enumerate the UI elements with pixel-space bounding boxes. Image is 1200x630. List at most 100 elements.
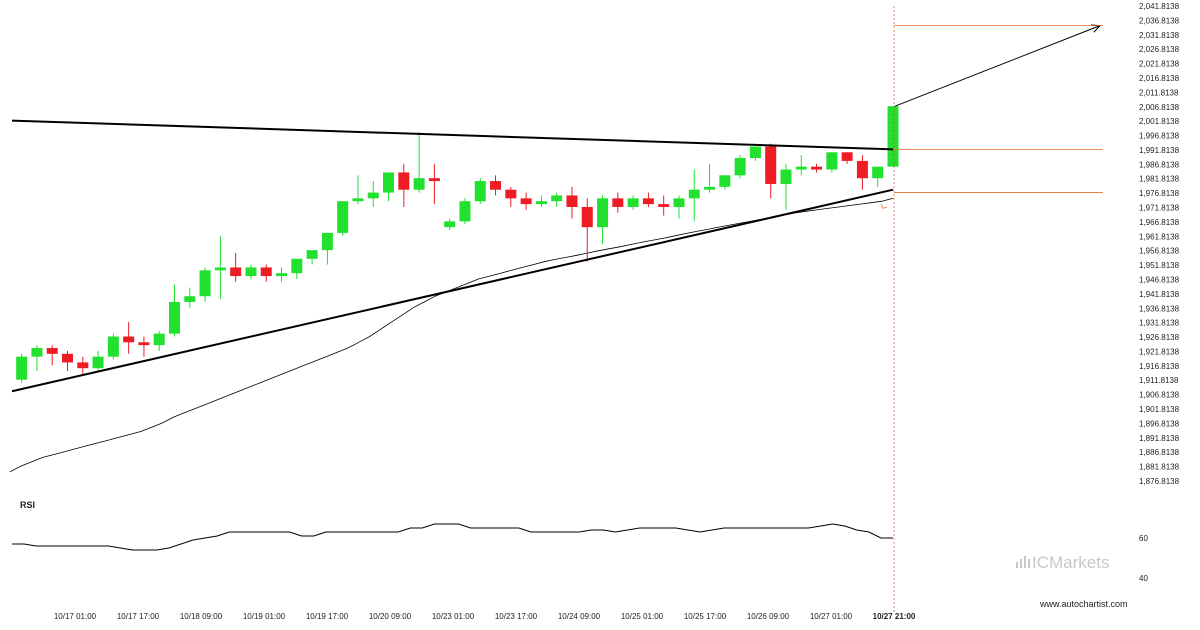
y-tick-label: 1,886.8138 [1139, 448, 1180, 457]
y-tick-label: 1,991.8138 [1139, 146, 1180, 155]
candle-body [31, 348, 43, 357]
candle-body [826, 152, 838, 170]
trendlines [11, 24, 1102, 393]
candle-body [367, 192, 379, 199]
candle-body [77, 362, 89, 369]
rsi-label: RSI [20, 500, 35, 510]
candle [459, 198, 471, 225]
x-tick-label: 10/23 17:00 [495, 612, 538, 621]
y-tick-label: 2,021.8138 [1139, 60, 1180, 69]
candle-body [459, 201, 471, 222]
candle-body [734, 158, 746, 176]
candle [428, 163, 440, 205]
y-tick-label: 1,926.8138 [1139, 333, 1180, 342]
y-tick-label: 1,941.8138 [1139, 290, 1180, 299]
candle [230, 253, 242, 282]
x-axis-ticks: 10/17 01:00 10/17 17:00 10/18 09:00 10/19 0… [54, 612, 916, 621]
candle [123, 322, 135, 354]
candle-body [688, 189, 700, 199]
x-tick-label: 10/25 17:00 [684, 612, 727, 621]
candle-body [428, 178, 440, 182]
candle-body [765, 146, 777, 184]
y-tick-label: 1,911.8138 [1139, 376, 1179, 385]
moving-average [9, 197, 894, 473]
candle [77, 356, 89, 374]
rsi-line [12, 523, 893, 551]
candle [612, 192, 624, 213]
watermark-text: ICMarkets [1032, 553, 1109, 572]
x-tick-label: 10/17 17:00 [117, 612, 160, 621]
x-tick-label: 10/18 09:00 [180, 612, 223, 621]
candle [688, 169, 700, 222]
candle [367, 181, 379, 207]
candle-body [581, 206, 593, 228]
candle-body [749, 146, 761, 159]
x-tick-label: 10/19 01:00 [243, 612, 286, 621]
y-tick-label: 1,971.8138 [1139, 204, 1180, 213]
y-tick-label: 2,001.8138 [1139, 117, 1180, 126]
candle-body [184, 296, 196, 302]
candle-body [673, 198, 685, 207]
candle [734, 155, 746, 179]
trendline-resistance [11, 119, 894, 151]
candle [46, 345, 58, 366]
x-tick-label: 10/27 01:00 [810, 612, 853, 621]
candle-body [199, 270, 211, 297]
candle [260, 264, 272, 282]
candle [92, 350, 104, 372]
candle-body [62, 353, 74, 363]
y-tick-label: 1,936.8138 [1139, 304, 1180, 313]
x-tick-label: 10/25 01:00 [621, 612, 664, 621]
y-tick-label: 1,986.8138 [1139, 160, 1180, 169]
candle-body [841, 152, 853, 161]
rsi-tick-label: 40 [1139, 574, 1148, 583]
y-tick-label: 1,906.8138 [1139, 391, 1180, 400]
candle [444, 218, 456, 231]
x-tick-label: 10/20 09:00 [369, 612, 412, 621]
candle-body [107, 336, 119, 357]
candle [398, 163, 410, 207]
x-tick-label: 10/23 01:00 [432, 612, 475, 621]
x-tick-label: 10/19 17:00 [306, 612, 349, 621]
candle [138, 336, 150, 357]
y-tick-label: 1,981.8138 [1139, 175, 1180, 184]
candle [291, 258, 303, 279]
candle [321, 232, 333, 265]
candle-body [780, 169, 792, 184]
candle-body [597, 198, 609, 228]
candle [276, 267, 288, 282]
candle [749, 146, 761, 161]
candle-body [92, 356, 104, 369]
candle [31, 345, 43, 372]
candle [16, 353, 28, 383]
candle [856, 155, 868, 190]
watermark: ICMarkets [1016, 553, 1109, 572]
candle-body [811, 166, 823, 170]
candle-body [230, 267, 242, 277]
y-tick-label: 1,966.8138 [1139, 218, 1180, 227]
site-link[interactable]: www.autochartist.com [1039, 599, 1128, 609]
candle [107, 333, 119, 360]
candle-body [123, 336, 135, 343]
candle-body [444, 221, 456, 228]
candle [566, 186, 578, 219]
candle-body [352, 198, 364, 202]
trendline-support [11, 188, 894, 393]
y-tick-label: 1,976.8138 [1139, 189, 1180, 198]
x-tick-label: 10/27 21:00 [873, 612, 916, 621]
y-tick-label: 2,011.8138 [1139, 88, 1179, 97]
candle [520, 192, 532, 210]
candle-body [398, 172, 410, 190]
candle-body [704, 186, 716, 190]
candle [642, 192, 654, 207]
y-tick-label: 1,881.8138 [1139, 463, 1180, 472]
candle-body [490, 181, 502, 190]
candle [199, 267, 211, 302]
candle [413, 132, 425, 193]
candle-body [16, 356, 28, 380]
candle [306, 250, 318, 265]
candle-body [612, 198, 624, 207]
candle-body [505, 189, 517, 199]
candle [169, 284, 181, 337]
candle-body [169, 301, 181, 334]
